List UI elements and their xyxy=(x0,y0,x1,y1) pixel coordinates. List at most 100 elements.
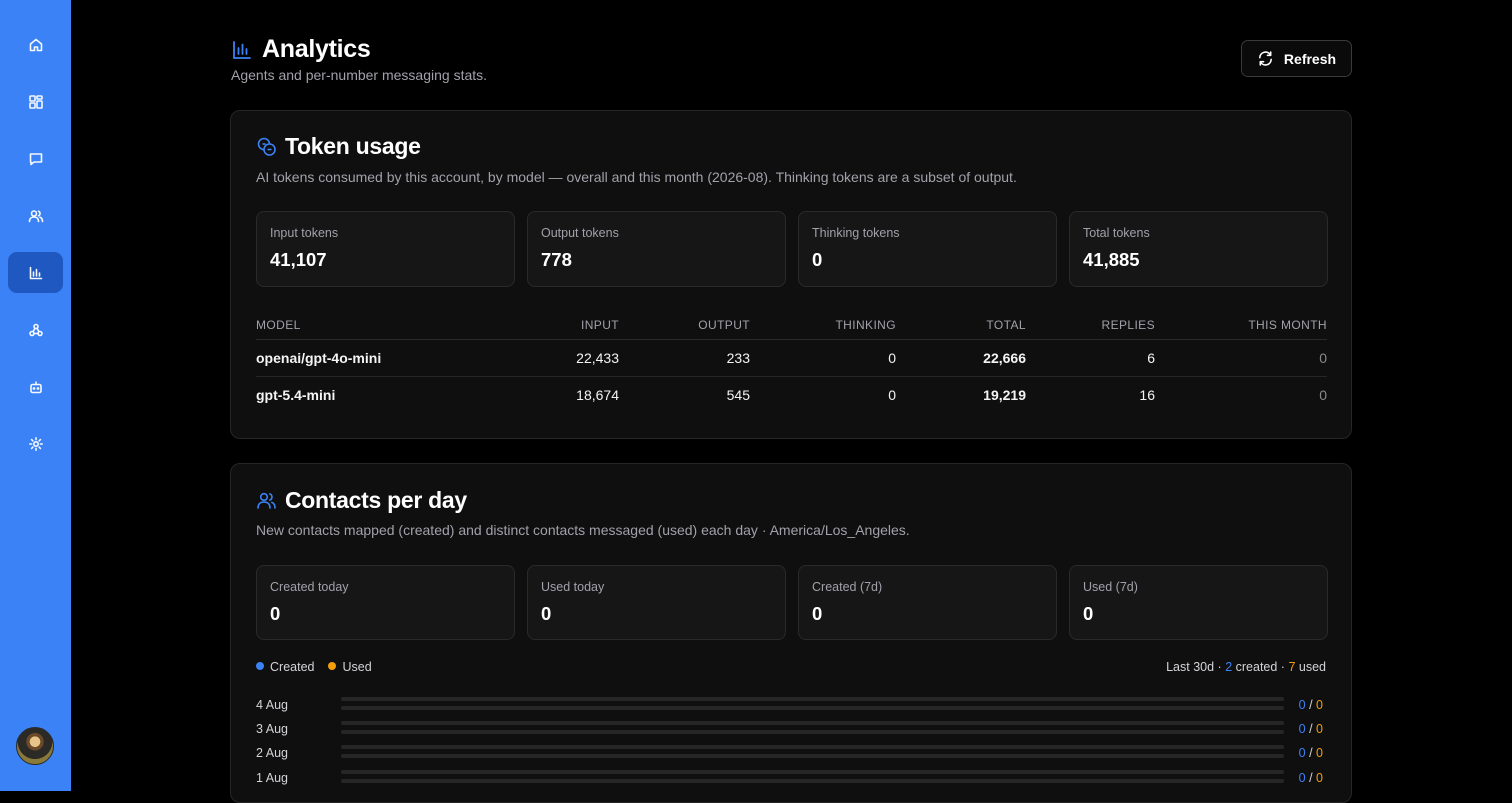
contacts-title: Contacts per day xyxy=(285,487,467,513)
avatar[interactable] xyxy=(16,727,54,765)
table-header-row: MODEL INPUT OUTPUT THINKING TOTAL REPLIE… xyxy=(256,311,1327,340)
day-label: 1 Aug xyxy=(256,771,288,785)
stat-thinking-tokens: Thinking tokens 0 xyxy=(798,211,1057,287)
day-label: 3 Aug xyxy=(256,722,288,736)
created-bar-track xyxy=(341,745,1284,749)
day-values: 0 / 0 xyxy=(1299,771,1323,785)
refresh-button[interactable]: Refresh xyxy=(1241,40,1352,77)
model-cell: openai/gpt-4o-mini xyxy=(256,339,486,377)
page-header: Analytics xyxy=(231,35,371,64)
stat-label: Created (7d) xyxy=(812,580,883,594)
created-bar-track xyxy=(341,770,1284,774)
stat-label: Total tokens xyxy=(1083,226,1150,240)
stat-used-today: Used today 0 xyxy=(527,565,786,640)
created-dot xyxy=(256,662,264,670)
column-header[interactable]: INPUT xyxy=(486,311,619,340)
sidebar-item-dashboard[interactable] xyxy=(8,81,63,122)
chart-legend: Created Used xyxy=(256,660,372,674)
sidebar-item-agents[interactable] xyxy=(8,366,63,407)
output-cell: 233 xyxy=(619,339,750,377)
table-row: openai/gpt-4o-mini 22,433 233 0 22,666 6… xyxy=(256,339,1327,377)
summary-created-count: 2 xyxy=(1225,660,1233,674)
sidebar xyxy=(0,0,71,791)
value-separator: / xyxy=(1309,698,1313,712)
column-header[interactable]: MODEL xyxy=(256,311,486,340)
table-row: gpt-5.4-mini 18,674 545 0 19,219 16 0 xyxy=(256,376,1327,413)
used-bar-track xyxy=(341,779,1284,783)
day-values: 0 / 0 xyxy=(1299,698,1323,712)
users-icon xyxy=(257,492,276,509)
webhook-icon xyxy=(28,323,43,336)
main-content: Analytics Agents and per-number messagin… xyxy=(71,0,1512,803)
created-bar-track xyxy=(341,721,1284,725)
stat-value: 41,107 xyxy=(270,249,327,270)
stat-label: Input tokens xyxy=(270,226,339,240)
day-row: 1 Aug 0 / 0 xyxy=(256,769,1327,789)
this-month-cell: 0 xyxy=(1319,386,1327,403)
summary-created-word: created · xyxy=(1235,660,1285,674)
refresh-icon xyxy=(1258,51,1272,66)
used-value: 0 xyxy=(1316,771,1323,785)
output-cell: 545 xyxy=(726,386,750,403)
total-cell: 19,219 xyxy=(983,386,1026,403)
stat-output-tokens: Output tokens 778 xyxy=(527,211,786,287)
column-header[interactable]: TOTAL xyxy=(896,311,1026,340)
day-values: 0 / 0 xyxy=(1299,746,1323,760)
thinking-cell: 0 xyxy=(750,339,896,377)
stat-label: Created today xyxy=(270,580,349,594)
token-usage-description: AI tokens consumed by this account, by m… xyxy=(256,169,1017,185)
token-usage-header: Token usage xyxy=(256,133,421,160)
day-row: 3 Aug 0 / 0 xyxy=(256,720,1327,740)
last-30d-summary: Last 30d · 2 created · 7 used xyxy=(1166,660,1326,674)
dashboard-icon xyxy=(28,94,43,109)
token-usage-card: Token usage AI tokens consumed by this a… xyxy=(230,110,1352,439)
sidebar-item-home[interactable] xyxy=(8,24,63,65)
sidebar-item-settings[interactable] xyxy=(8,423,63,464)
used-value: 0 xyxy=(1316,698,1323,712)
legend-label: Created xyxy=(270,660,315,674)
refresh-button-label: Refresh xyxy=(1283,50,1337,67)
created-value: 0 xyxy=(1298,771,1306,785)
used-bar-track xyxy=(341,754,1284,758)
stat-created-today: Created today 0 xyxy=(256,565,515,640)
legend-label: Used xyxy=(342,660,372,674)
day-label: 4 Aug xyxy=(256,698,288,712)
replies-cell: 6 xyxy=(1026,339,1155,377)
column-header[interactable]: OUTPUT xyxy=(619,311,750,340)
value-separator: / xyxy=(1309,771,1313,785)
bot-icon xyxy=(29,380,42,393)
column-header[interactable]: THIS MONTH xyxy=(1155,311,1327,340)
sidebar-item-contacts[interactable] xyxy=(8,195,63,236)
token-usage-table: MODEL INPUT OUTPUT THINKING TOTAL REPLIE… xyxy=(256,311,1327,413)
created-value: 0 xyxy=(1298,698,1306,712)
stat-value: 0 xyxy=(1083,603,1094,624)
sidebar-item-analytics[interactable] xyxy=(8,252,63,293)
used-value: 0 xyxy=(1316,722,1323,736)
stat-value: 0 xyxy=(270,603,281,624)
model-cell: gpt-5.4-mini xyxy=(256,386,336,403)
column-header[interactable]: REPLIES xyxy=(1026,311,1155,340)
summary-prefix: Last 30d · xyxy=(1166,660,1222,674)
sidebar-item-messages[interactable] xyxy=(8,138,63,179)
input-cell: 18,674 xyxy=(576,386,619,403)
legend-item-created: Created xyxy=(256,660,314,674)
value-separator: / xyxy=(1309,746,1313,760)
created-value: 0 xyxy=(1298,746,1306,760)
sidebar-item-webhooks[interactable] xyxy=(8,309,63,350)
gear-icon xyxy=(28,436,43,451)
stat-label: Used (7d) xyxy=(1083,580,1138,594)
stat-label: Thinking tokens xyxy=(812,226,900,240)
used-bar-track xyxy=(341,730,1284,734)
column-header[interactable]: THINKING xyxy=(750,311,896,340)
thinking-cell: 0 xyxy=(888,386,896,403)
created-value: 0 xyxy=(1298,722,1306,736)
total-cell: 22,666 xyxy=(896,339,1026,377)
stat-total-tokens: Total tokens 41,885 xyxy=(1069,211,1328,287)
stat-value: 0 xyxy=(812,603,823,624)
used-dot xyxy=(328,662,337,670)
token-usage-title: Token usage xyxy=(285,133,421,159)
stat-created-7d: Created (7d) 0 xyxy=(798,565,1057,640)
contacts-description: New contacts mapped (created) and distin… xyxy=(256,522,910,538)
stat-value: 0 xyxy=(812,249,823,270)
this-month-cell: 0 xyxy=(1155,339,1327,377)
